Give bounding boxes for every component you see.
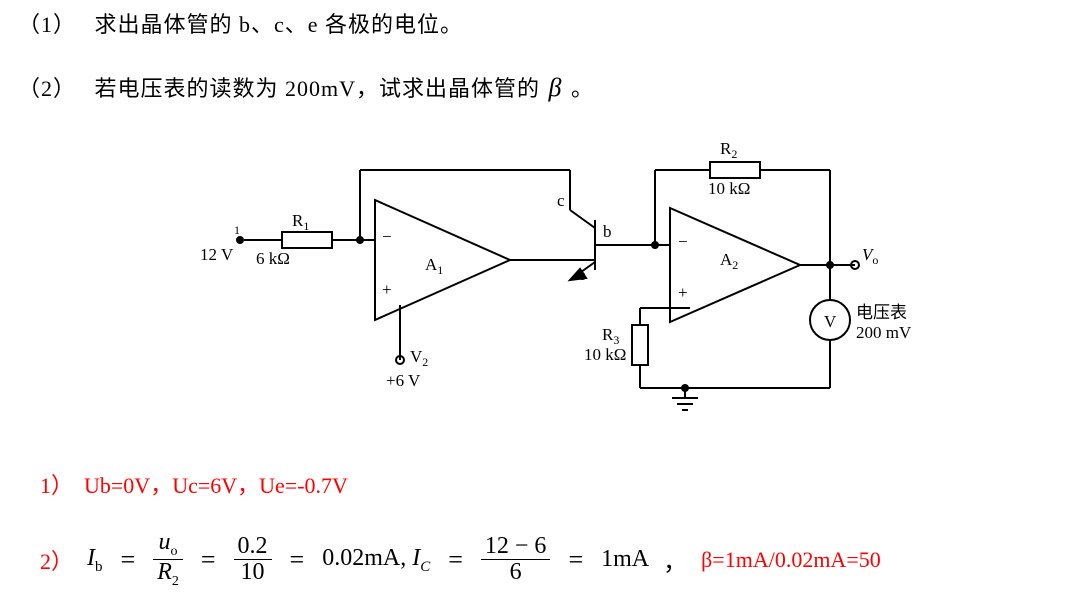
- r1-body: [282, 232, 332, 248]
- page: { "questions":{ "q1":{"num":"（1）","text"…: [0, 0, 1080, 606]
- question-2: （2） 若电压表的读数为 200mV，试求出晶体管的 β 。: [18, 68, 594, 107]
- r2-body: [710, 162, 760, 178]
- vin-label: 12 V: [200, 245, 234, 264]
- r1-name: R1: [292, 211, 309, 233]
- a2-label: A2: [720, 250, 738, 272]
- eq3: =: [286, 545, 309, 575]
- question-1: （1） 求出晶体管的 b、c、e 各极的电位。: [18, 8, 463, 41]
- q1-num: （1）: [18, 8, 88, 41]
- q2-text-before: 若电压表的读数为 200mV，试求出晶体管的: [95, 76, 541, 101]
- r2-value: 10 kΩ: [708, 179, 750, 198]
- beta-symbol: β: [547, 73, 565, 102]
- q2-num: （2）: [18, 72, 88, 105]
- val-002ma: 0.02mA, IC: [322, 545, 430, 576]
- eq2: =: [197, 545, 220, 575]
- a1-label: 1）: [40, 473, 73, 498]
- a1-label: A1: [425, 255, 443, 277]
- r2-name: R2: [720, 139, 737, 161]
- voltmeter-v: V: [824, 312, 837, 331]
- frac-uo-r2: uo R2: [153, 530, 183, 590]
- answer-2: 2） Ib = uo R2 = 0.2 10 = 0.02mA, IC =: [40, 530, 881, 590]
- beta-result: β=1mA/0.02mA=50: [701, 547, 881, 573]
- vo-label: Vo: [862, 245, 878, 267]
- r3-name: R3: [602, 325, 619, 347]
- voltmeter-label1: 电压表: [856, 303, 907, 322]
- r1-value: 6 kΩ: [256, 249, 290, 268]
- a2-minus: −: [678, 232, 688, 251]
- comma: ，: [663, 542, 687, 577]
- eq1: =: [117, 545, 140, 575]
- a2-label: 2）: [40, 544, 73, 576]
- q1-text: 求出晶体管的 b、c、e 各极的电位。: [95, 12, 464, 37]
- frac-02-10: 0.2 10: [234, 534, 272, 585]
- opamp-a1: [375, 200, 510, 320]
- node-c: c: [557, 191, 565, 210]
- a1-plus: +: [382, 280, 392, 299]
- answer-1: 1） Ub=0V，Uc=6V，Ue=-0.7V: [40, 468, 348, 500]
- r3-value: 10 kΩ: [584, 345, 626, 364]
- ib-symbol: Ib: [87, 545, 103, 576]
- q2-text-after: 。: [571, 76, 594, 101]
- v6-label: +6 V: [386, 371, 421, 390]
- voltmeter-label2: 200 mV: [856, 323, 912, 342]
- a1-text: Ub=0V，Uc=6V，Ue=-0.7V: [84, 473, 348, 498]
- node-b: b: [603, 222, 612, 241]
- a2-plus: +: [678, 283, 688, 302]
- input-terminal: [237, 237, 243, 243]
- v2-label: V2: [410, 347, 428, 369]
- val-1ma: 1mA: [601, 546, 649, 573]
- eq4: =: [444, 545, 467, 575]
- circuit-diagram: 12 V 1 R1 6 kΩ A1 − + V2 +6 V c: [200, 130, 920, 430]
- a1-minus: −: [382, 227, 392, 246]
- node-e: e: [578, 265, 586, 284]
- eq5: =: [564, 545, 587, 575]
- node-1: 1: [234, 223, 240, 237]
- r3-body: [632, 325, 648, 365]
- frac-12-6: 12 − 6 6: [481, 534, 551, 585]
